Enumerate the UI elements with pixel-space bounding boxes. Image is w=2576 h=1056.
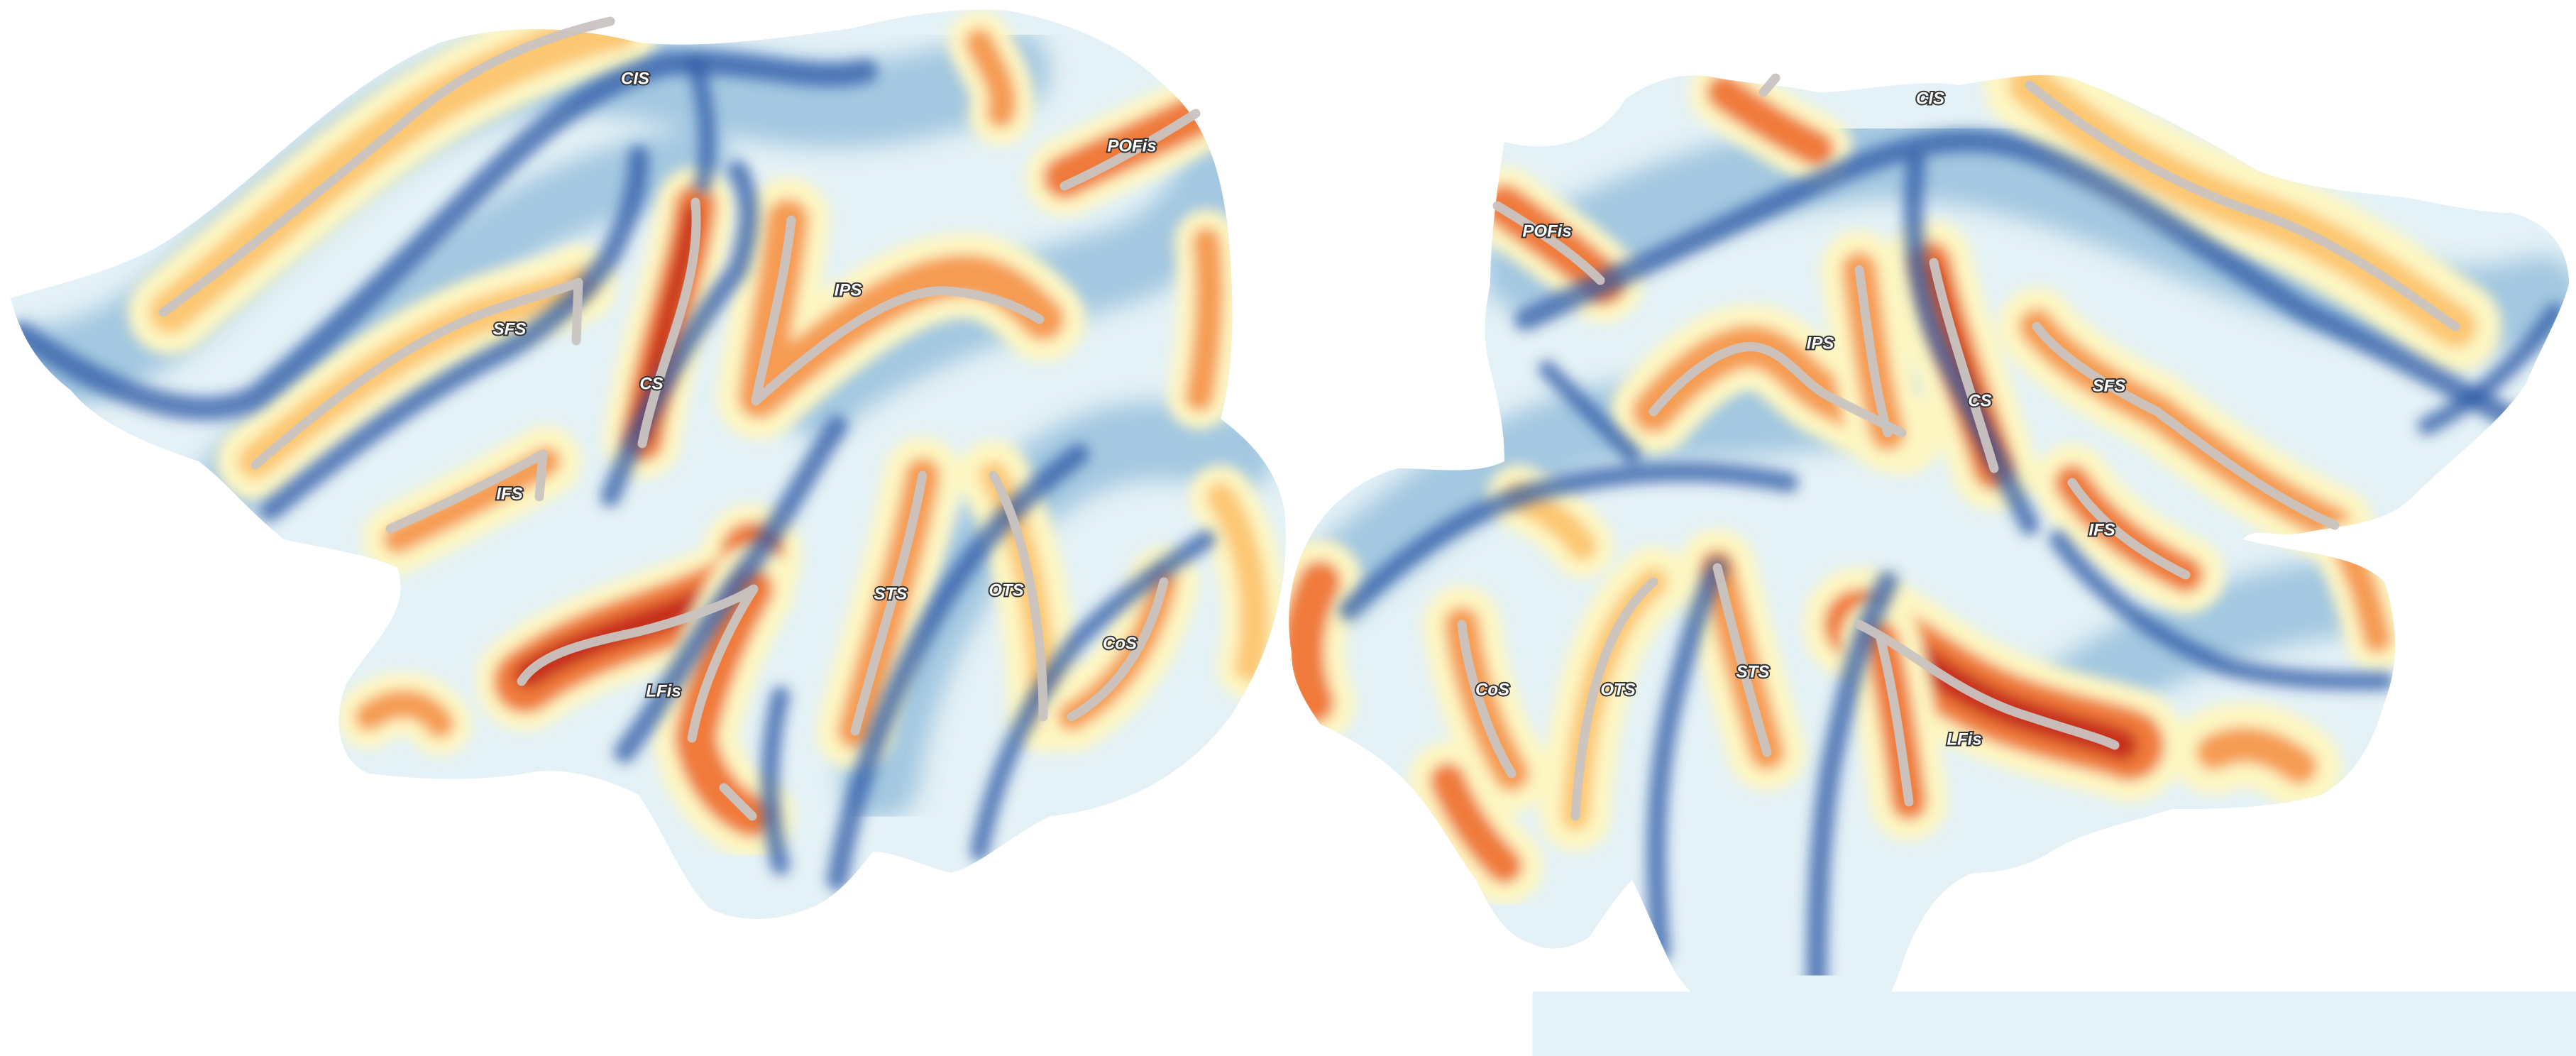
right-label-ips: IPS <box>1807 334 1834 353</box>
right-label-sfs: SFS <box>2093 376 2126 395</box>
right-label-pofis: POFis <box>1522 221 1571 241</box>
left-label-sfs: SFS <box>493 319 527 339</box>
left-label-cos: CoS <box>1103 634 1137 653</box>
left-label-cis: CIS <box>621 69 649 88</box>
right-label-sts: STS <box>1736 662 1770 681</box>
left-label-lfis: LFis <box>646 681 681 700</box>
right-label-ots: OTS <box>1600 680 1635 699</box>
right-label-lfis: LFis <box>1947 730 1981 749</box>
right-label-cos: CoS <box>1475 680 1509 699</box>
right-label-ifs: IFS <box>2088 520 2115 539</box>
right-label-cis: CIS <box>1916 89 1944 108</box>
left-label-ifs: IFS <box>496 484 522 503</box>
left-label-sts: STS <box>874 584 908 603</box>
left-label-pofis: POFis <box>1107 136 1156 155</box>
left-curvature-map <box>0 0 1292 1056</box>
right-hemisphere: CIS POFis IPS CS SFS IFS CoS OTS STS LFi… <box>1277 0 2576 1056</box>
right-curvature-map <box>1277 0 2576 1056</box>
left-hemisphere: CIS POFis SFS IPS CS IFS STS OTS CoS LFi… <box>0 0 1292 1056</box>
left-label-cs: CS <box>639 374 663 393</box>
left-label-ips: IPS <box>835 280 862 299</box>
left-label-ots: OTS <box>989 581 1023 600</box>
right-label-cs: CS <box>1968 391 1991 410</box>
